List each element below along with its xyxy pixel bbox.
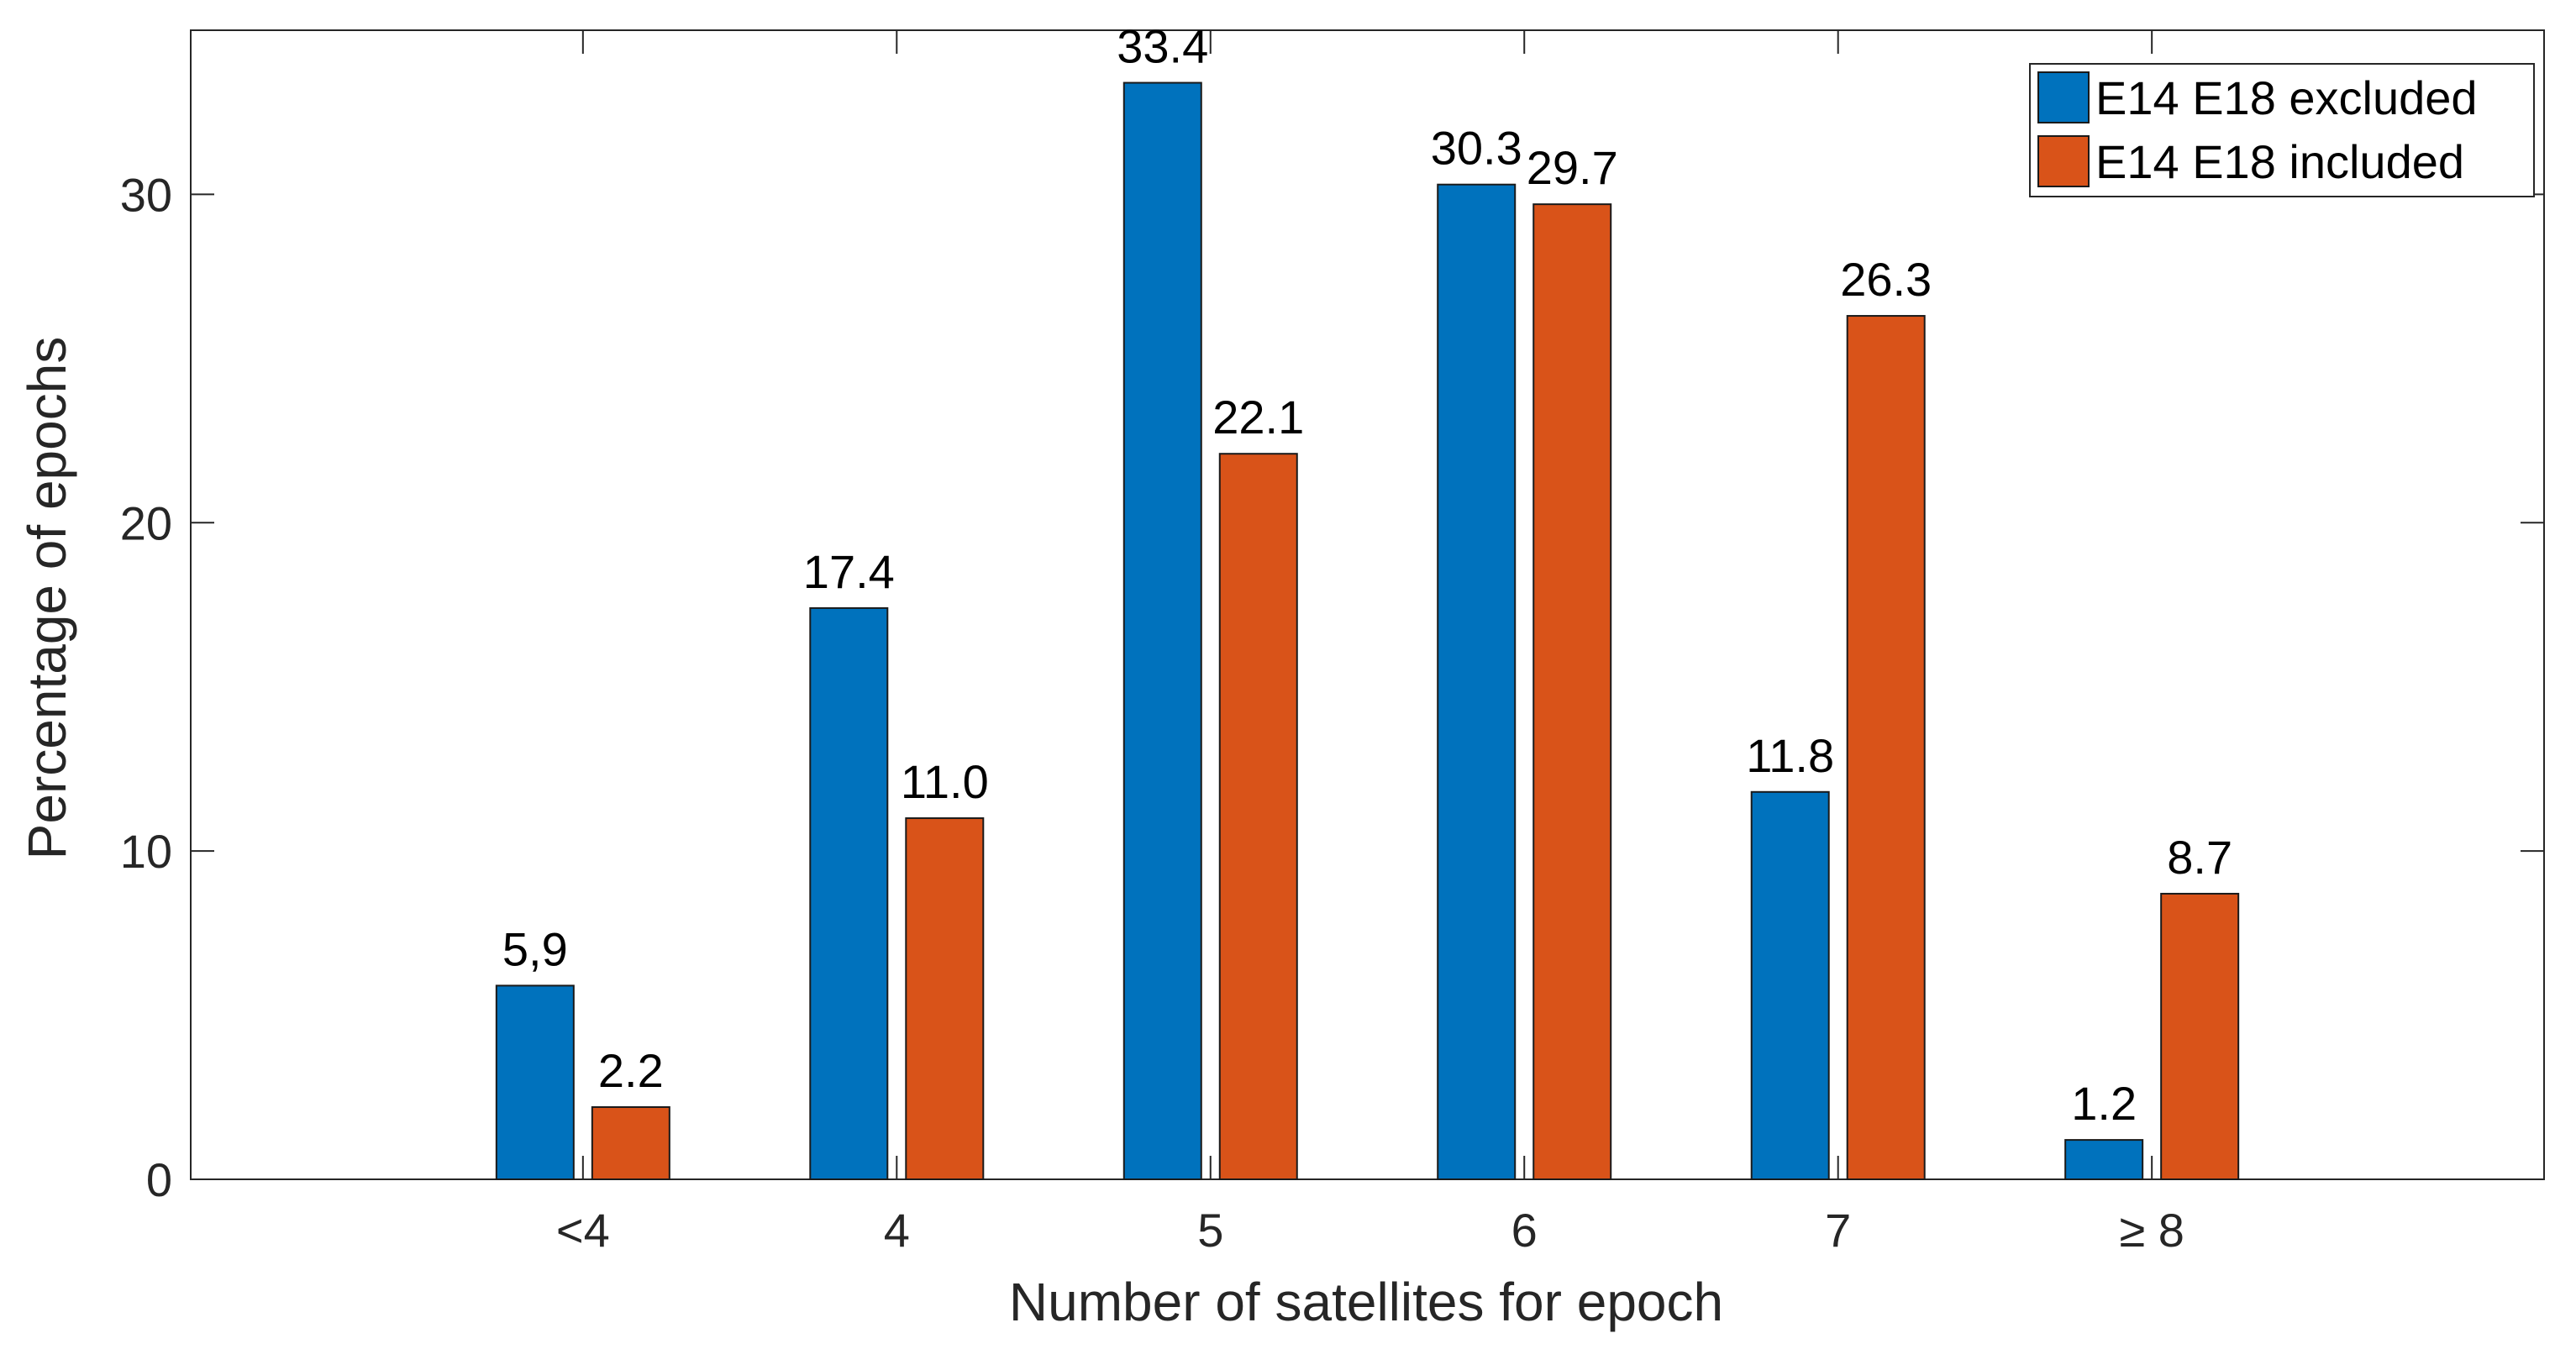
bar: [809, 606, 889, 1180]
bar: [2160, 892, 2240, 1181]
x-tick-label: 4: [884, 1204, 910, 1257]
x-tick-label: 6: [1511, 1204, 1538, 1257]
legend-entry: E14 E18 excluded: [2095, 71, 2478, 124]
y-tick-label: 10: [120, 825, 172, 878]
bar: [1122, 81, 1202, 1181]
x-axis-title: Number of satellites for epoch: [1009, 1272, 1723, 1332]
y-tick-label: 20: [120, 496, 172, 549]
data-label: 11.8: [1746, 729, 1834, 782]
data-label: 5,9: [502, 922, 568, 975]
data-label: 17.4: [803, 545, 895, 598]
data-label: 33.4: [1117, 20, 1208, 73]
bar: [1437, 183, 1517, 1180]
bar: [1218, 453, 1298, 1180]
data-label: 11.0: [901, 755, 989, 808]
bar: [591, 1106, 670, 1181]
data-label: 8.7: [2167, 831, 2232, 884]
legend-swatch: [2037, 135, 2090, 187]
bar: [1846, 315, 1926, 1181]
x-tick-label: 5: [1197, 1204, 1223, 1257]
data-label: 26.3: [1840, 253, 1932, 306]
legend-swatch: [2037, 71, 2090, 123]
bar: [2064, 1139, 2144, 1181]
plot-area: 0 10 20 30 <4 4 5 6 7 ≥ 8 5,9 17.4 33.4 30.3 11.8 1.2 2.…: [120, 20, 2545, 1257]
y-tick-label: 30: [120, 168, 172, 221]
bar: [495, 984, 575, 1180]
data-label: 30.3: [1431, 122, 1522, 175]
bar: [905, 817, 985, 1180]
bar: [1532, 203, 1612, 1180]
y-tick-label: 0: [146, 1153, 172, 1206]
plot-frame: [190, 29, 2545, 1180]
x-tick-label: <4: [556, 1204, 610, 1257]
x-tick-label: 7: [1825, 1204, 1851, 1257]
x-tick-label: ≥ 8: [2119, 1204, 2184, 1257]
bar: [1750, 790, 1830, 1180]
data-label: 29.7: [1527, 141, 1618, 194]
y-axis-title: Percentage of epochs: [17, 337, 77, 860]
data-label: 1.2: [2071, 1077, 2137, 1130]
data-label: 2.2: [598, 1044, 664, 1097]
data-label: 22.1: [1212, 391, 1304, 444]
legend-entry: E14 E18 included: [2095, 135, 2464, 188]
legend-box: [2029, 63, 2535, 197]
